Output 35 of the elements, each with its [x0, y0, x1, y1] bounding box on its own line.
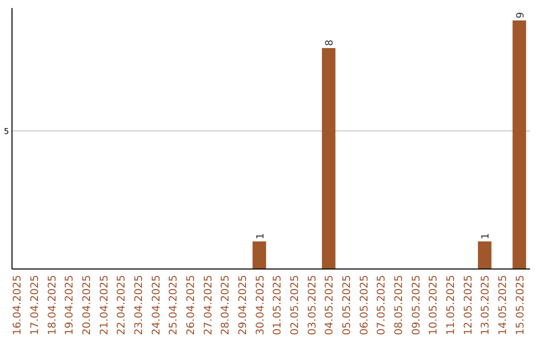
- x-tick-label: 08.05.2025: [393, 275, 405, 336]
- x-tick-label: 22.04.2025: [116, 275, 128, 336]
- ref-line-label: 5: [4, 126, 9, 136]
- data-label: 1: [480, 233, 492, 240]
- x-tick-label: 20.04.2025: [81, 275, 93, 336]
- x-tick-label: 06.05.2025: [358, 275, 370, 336]
- x-tick-label: 19.04.2025: [64, 275, 76, 336]
- x-tick-label: 25.04.2025: [168, 275, 180, 336]
- x-tick-label: 29.04.2025: [237, 275, 249, 336]
- data-label: 1: [255, 233, 266, 240]
- x-tick-label: 30.04.2025: [254, 275, 266, 336]
- x-tick-label: 02.05.2025: [289, 275, 301, 336]
- x-tick-label: 07.05.2025: [376, 275, 388, 336]
- x-tick-label: 09.05.2025: [410, 275, 422, 336]
- x-tick-label: 05.05.2025: [341, 275, 353, 336]
- x-tick-label: 28.04.2025: [220, 275, 232, 336]
- x-tick-label: 03.05.2025: [306, 275, 318, 336]
- x-tick-label: 26.04.2025: [185, 275, 197, 336]
- x-tick-label: 18.04.2025: [46, 275, 58, 336]
- x-tick-label: 13.05.2025: [480, 275, 492, 336]
- x-tick-label: 04.05.2025: [324, 275, 336, 336]
- x-tick-label: 21.04.2025: [98, 275, 110, 336]
- x-tick-label: 10.05.2025: [428, 275, 440, 336]
- x-tick-label: 16.04.2025: [12, 275, 24, 336]
- data-label: 8: [324, 40, 336, 46]
- x-tick-label: 27.04.2025: [202, 275, 214, 336]
- x-tick-label: 01.05.2025: [272, 275, 284, 336]
- x-tick-label: 15.05.2025: [514, 275, 526, 336]
- x-tick-label: 24.04.2025: [150, 275, 162, 336]
- x-tick-label: 11.05.2025: [445, 275, 457, 336]
- x-tick-label: 12.05.2025: [462, 275, 474, 336]
- x-tick-label: 17.04.2025: [29, 275, 41, 336]
- x-tick-label: 14.05.2025: [497, 275, 509, 336]
- x-tick-label: 23.04.2025: [133, 275, 145, 336]
- data-label: 9: [515, 12, 526, 18]
